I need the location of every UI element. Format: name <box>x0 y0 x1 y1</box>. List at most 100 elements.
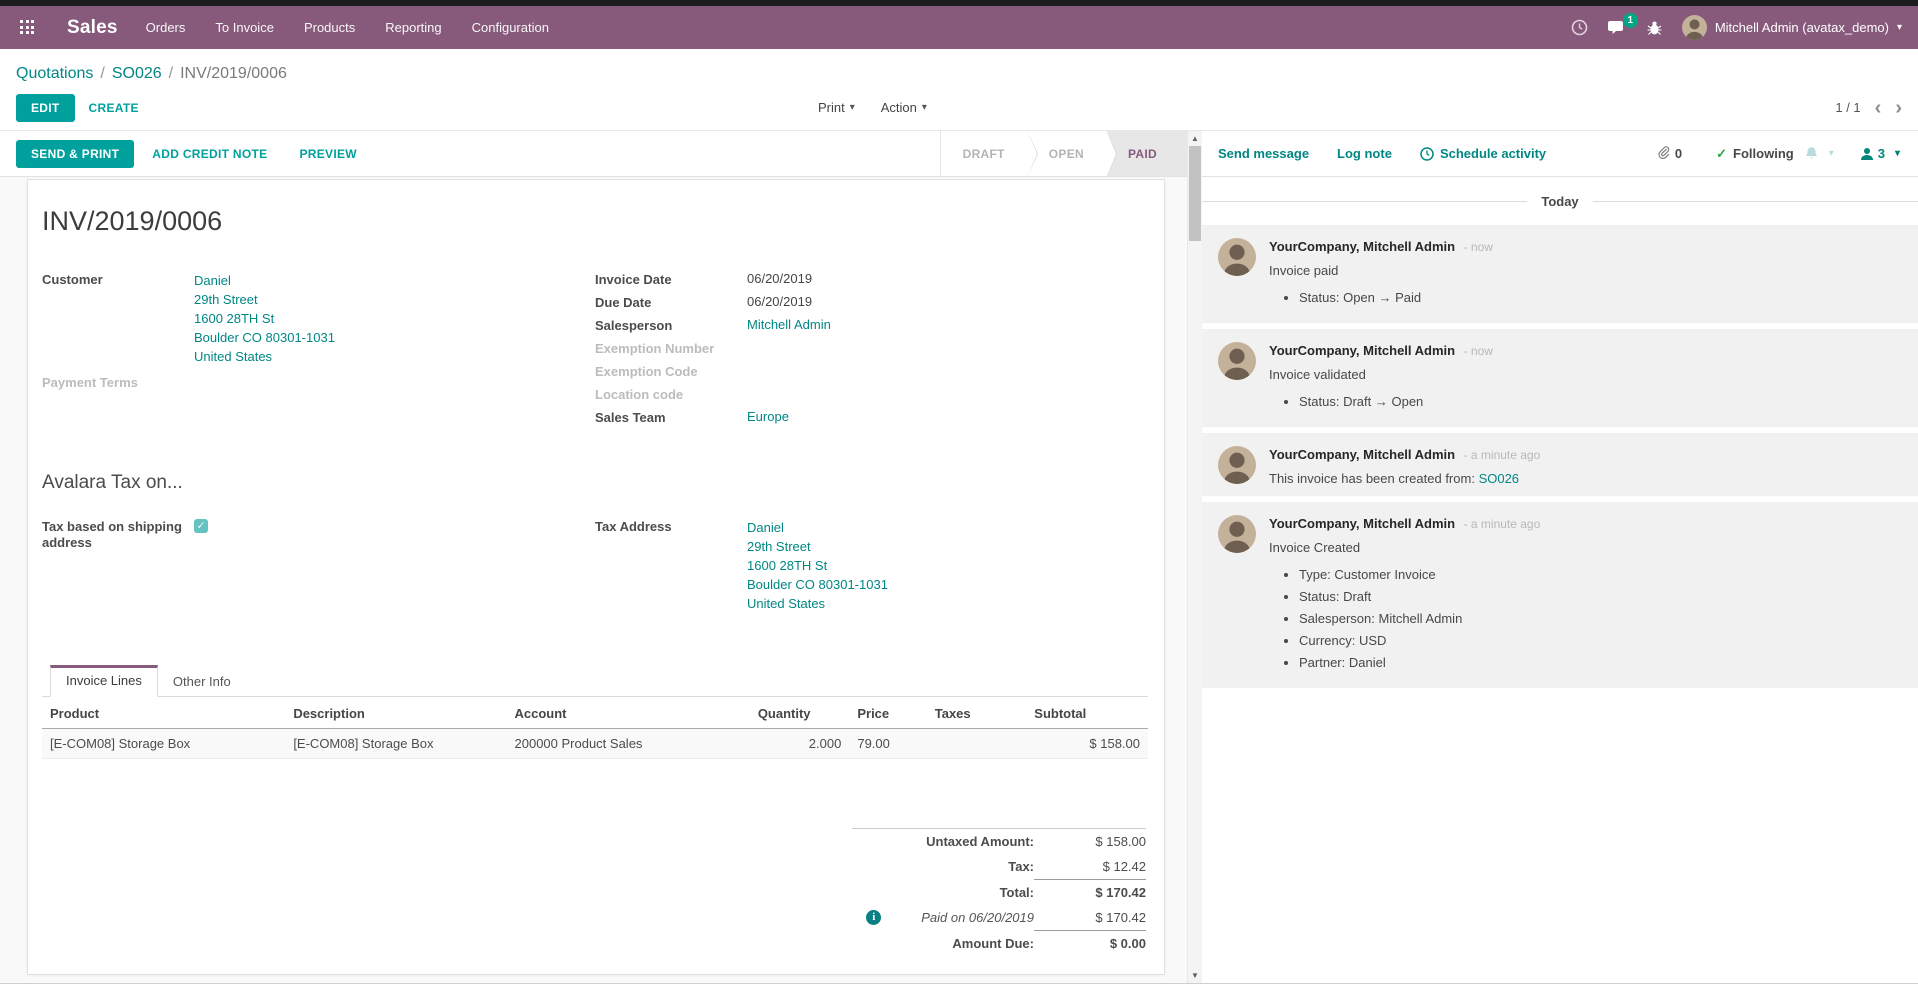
sales-team-label: Sales Team <box>595 410 666 425</box>
tax-value: $ 12.42 <box>1102 859 1146 874</box>
edit-button[interactable]: EDIT <box>16 93 75 122</box>
person-icon <box>1860 147 1873 160</box>
breadcrumb: Quotations SO026 INV/2019/0006 <box>0 49 1918 85</box>
breadcrumb-so026[interactable]: SO026 <box>111 65 162 82</box>
breadcrumb-current: INV/2019/0006 <box>180 65 287 82</box>
send-message-button[interactable]: Send message <box>1218 146 1310 161</box>
followers-button[interactable]: 3 <box>1860 146 1900 161</box>
state-paid[interactable]: PAID <box>1106 131 1187 176</box>
due-date-value: 06/20/2019 <box>747 294 813 309</box>
message-detail: Currency: USD <box>1299 633 1902 648</box>
menu-orders[interactable]: Orders <box>145 20 186 35</box>
tax-label: Tax: <box>1008 859 1034 875</box>
invoice-date-value: 06/20/2019 <box>747 271 813 286</box>
message-author[interactable]: YourCompany, Mitchell Admin <box>1269 447 1456 462</box>
status-pipeline: DRAFT OPEN PAID <box>939 131 1187 176</box>
attachments-count: 0 <box>1674 146 1683 161</box>
pager-next-icon[interactable] <box>1895 98 1902 118</box>
chatter-panel: Send message Log note Schedule activity … <box>1202 131 1918 983</box>
breadcrumb-quotations[interactable]: Quotations <box>16 65 94 82</box>
untaxed-label: Untaxed Amount: <box>926 834 1034 849</box>
apps-menu-icon[interactable] <box>20 20 35 35</box>
location-code-label: Location code <box>595 387 684 402</box>
message-detail: Status: Draft <box>1299 589 1902 604</box>
attachments-button[interactable]: 0 <box>1658 146 1682 161</box>
message-detail: Salesperson: Mitchell Admin <box>1299 611 1902 626</box>
pager-previous-icon[interactable] <box>1875 98 1882 118</box>
message-avatar[interactable] <box>1218 446 1256 484</box>
col-subtotal: Subtotal <box>1026 699 1148 729</box>
window-chrome-strip <box>0 0 1918 6</box>
message-avatar[interactable] <box>1218 238 1256 276</box>
message-body: This invoice has been created from: SO02… <box>1269 471 1520 486</box>
send-print-button[interactable]: SEND & PRINT <box>16 139 135 168</box>
state-open[interactable]: OPEN <box>1026 131 1107 176</box>
message-avatar[interactable] <box>1218 342 1256 380</box>
tax-shipping-label: Tax based on shipping address <box>42 519 182 550</box>
messages-icon[interactable]: 1 <box>1607 12 1638 36</box>
source-order-link[interactable]: SO026 <box>1478 471 1520 486</box>
tax-address-value[interactable]: Daniel 29th Street 1600 28TH St Boulder … <box>747 520 888 611</box>
due-date-label: Due Date <box>595 295 652 310</box>
followers-count: 3 <box>1877 146 1885 161</box>
user-menu[interactable]: Mitchell Admin (avatax_demo) <box>1681 15 1902 40</box>
col-taxes: Taxes <box>926 699 1027 729</box>
invoice-lines-table: Product Description Account Quantity Pri… <box>42 699 1148 759</box>
message-time: - a minute ago <box>1463 448 1541 462</box>
payment-terms-label: Payment Terms <box>42 375 138 390</box>
untaxed-value: $ 158.00 <box>1095 834 1146 849</box>
form-view: SEND & PRINT ADD CREDIT NOTE PREVIEW DRA… <box>0 131 1187 983</box>
user-name: Mitchell Admin (avatax_demo) <box>1714 20 1889 35</box>
message-author[interactable]: YourCompany, Mitchell Admin <box>1269 239 1456 254</box>
payment-info-icon[interactable] <box>866 910 882 926</box>
create-button[interactable]: CREATE <box>75 94 153 122</box>
avalara-section-heading: Avalara Tax on... <box>42 472 183 493</box>
debug-bug-icon[interactable] <box>1647 20 1662 36</box>
breadcrumb-separator <box>100 65 104 83</box>
activities-clock-icon[interactable] <box>1571 19 1588 36</box>
tax-shipping-checkbox[interactable] <box>194 519 208 533</box>
message-author[interactable]: YourCompany, Mitchell Admin <box>1269 343 1456 358</box>
followers-dropdown-icon <box>1895 148 1900 159</box>
invoice-date-label: Invoice Date <box>595 272 672 287</box>
add-credit-note-button[interactable]: ADD CREDIT NOTE <box>138 140 281 168</box>
schedule-activity-button[interactable]: Schedule activity <box>1420 146 1546 161</box>
scrollbar-track[interactable] <box>1188 146 1202 968</box>
salesperson-value[interactable]: Mitchell Admin <box>747 317 831 332</box>
customer-label: Customer <box>42 272 103 287</box>
scrollbar-thumb[interactable] <box>1189 146 1201 241</box>
message-avatar[interactable] <box>1218 515 1256 553</box>
action-dropdown[interactable]: Action <box>881 100 927 115</box>
menu-configuration[interactable]: Configuration <box>471 20 549 35</box>
menu-products[interactable]: Products <box>303 20 356 35</box>
col-quantity: Quantity <box>749 699 850 729</box>
main-menu: Orders To Invoice Products Reporting Con… <box>146 20 549 35</box>
breadcrumb-separator <box>169 65 173 83</box>
chevron-down-icon <box>922 102 927 113</box>
menu-reporting[interactable]: Reporting <box>385 20 442 35</box>
invoice-title: INV/2019/0006 <box>42 206 223 236</box>
sales-team-value[interactable]: Europe <box>747 409 789 424</box>
scrollbar-down-icon[interactable] <box>1188 968 1202 983</box>
tab-invoice-lines[interactable]: Invoice Lines <box>50 665 158 697</box>
customer-address[interactable]: Daniel 29th Street 1600 28TH St Boulder … <box>194 273 335 364</box>
message-author[interactable]: YourCompany, Mitchell Admin <box>1269 516 1456 531</box>
bell-dropdown-icon[interactable] <box>1829 148 1834 159</box>
col-description: Description <box>285 699 507 729</box>
preview-button[interactable]: PREVIEW <box>285 140 370 168</box>
scrollbar-up-icon[interactable] <box>1188 131 1202 146</box>
invoice-line-row[interactable]: [E-COM08] Storage Box [E-COM08] Storage … <box>42 728 1148 759</box>
app-name[interactable]: Sales <box>67 16 118 38</box>
state-draft[interactable]: DRAFT <box>940 131 1027 176</box>
bell-icon[interactable] <box>1804 146 1819 161</box>
control-panel: EDIT CREATE Print Action 1 / 1 <box>0 85 1918 131</box>
totals-block: Untaxed Amount: $ 158.00 Tax: $ 12.42 To… <box>852 828 1146 956</box>
print-dropdown[interactable]: Print <box>818 100 855 115</box>
tab-other-info[interactable]: Other Info <box>172 674 231 689</box>
log-note-button[interactable]: Log note <box>1337 146 1392 161</box>
vertical-scrollbar[interactable] <box>1187 131 1202 983</box>
following-button[interactable]: Following <box>1716 146 1794 162</box>
col-price: Price <box>849 699 927 729</box>
menu-to-invoice[interactable]: To Invoice <box>215 20 274 35</box>
